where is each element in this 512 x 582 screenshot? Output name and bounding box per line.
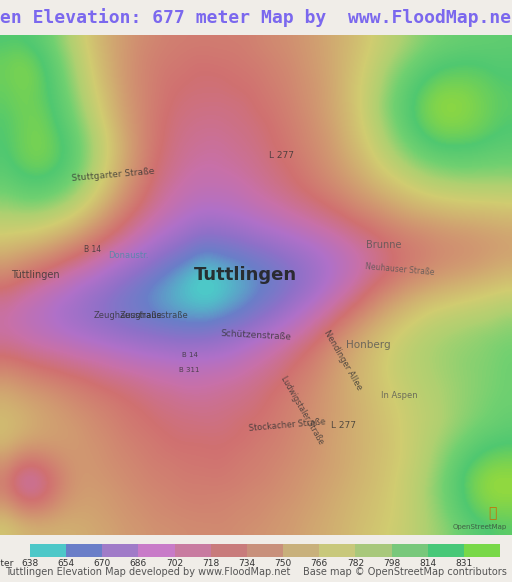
Bar: [211, 544, 247, 557]
Text: 798: 798: [383, 559, 400, 568]
Bar: [66, 544, 102, 557]
Text: B 14: B 14: [83, 246, 101, 254]
Text: Tuttlingen Elevation: 677 meter Map by  www.FloodMap.net (beta): Tuttlingen Elevation: 677 meter Map by w…: [0, 8, 512, 27]
Text: L 277: L 277: [331, 421, 355, 430]
Text: Zeughausstraße: Zeughausstraße: [94, 311, 162, 320]
Text: 814: 814: [419, 559, 436, 568]
Bar: [355, 544, 392, 557]
Text: 750: 750: [274, 559, 292, 568]
Text: B 311: B 311: [179, 367, 200, 373]
Bar: [30, 544, 66, 557]
Text: L 277: L 277: [269, 151, 294, 159]
Text: 670: 670: [94, 559, 111, 568]
Text: Base map © OpenStreetMap contributors: Base map © OpenStreetMap contributors: [303, 567, 507, 577]
Text: In Aspen: In Aspen: [381, 391, 418, 399]
Text: 718: 718: [202, 559, 220, 568]
Text: 766: 766: [311, 559, 328, 568]
Text: 654: 654: [57, 559, 75, 568]
Text: Neuhauser Straße: Neuhauser Straße: [365, 262, 434, 278]
Text: Nendinger Allee: Nendinger Allee: [322, 328, 364, 392]
Bar: [428, 544, 464, 557]
Bar: [392, 544, 428, 557]
Text: 638: 638: [22, 559, 38, 568]
Bar: [138, 544, 175, 557]
Bar: [102, 544, 138, 557]
Text: B 14: B 14: [181, 352, 198, 358]
Bar: [283, 544, 319, 557]
Text: 🔍: 🔍: [488, 506, 497, 520]
Bar: [247, 544, 283, 557]
Bar: [175, 544, 211, 557]
Text: 686: 686: [130, 559, 147, 568]
Bar: [464, 544, 500, 557]
Text: Stockacher Straße: Stockacher Straße: [248, 417, 326, 433]
Text: Stuttgarter Straße: Stuttgarter Straße: [71, 167, 155, 183]
Text: Honberg: Honberg: [346, 340, 391, 350]
Text: Ludwigstaler Straße: Ludwigstaler Straße: [279, 374, 325, 446]
Text: Tüttlingen: Tüttlingen: [12, 270, 60, 280]
Text: Donaustr.: Donaustr.: [108, 250, 148, 260]
Text: Zeughausstraße: Zeughausstraße: [119, 311, 188, 320]
Text: OpenStreetMap: OpenStreetMap: [453, 524, 507, 530]
Text: Tuttlingen: Tuttlingen: [194, 266, 297, 284]
Text: 734: 734: [239, 559, 255, 568]
Text: Schützenstraße: Schützenstraße: [220, 329, 292, 342]
Text: 831: 831: [455, 559, 473, 568]
Text: meter: meter: [0, 559, 14, 568]
Text: Brunne: Brunne: [366, 240, 402, 250]
Text: 782: 782: [347, 559, 364, 568]
Text: 702: 702: [166, 559, 183, 568]
Bar: [319, 544, 355, 557]
Text: Tuttlingen Elevation Map developed by www.FloodMap.net: Tuttlingen Elevation Map developed by ww…: [5, 567, 290, 577]
